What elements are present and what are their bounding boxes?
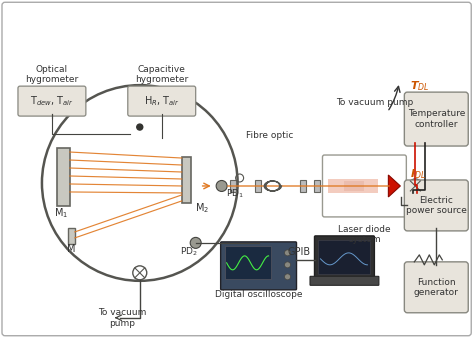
FancyBboxPatch shape [128,86,196,116]
Text: M: M [67,244,76,254]
Text: PD$_2$: PD$_2$ [180,246,198,258]
FancyBboxPatch shape [322,155,406,217]
FancyBboxPatch shape [310,276,379,285]
FancyBboxPatch shape [220,242,297,290]
Circle shape [284,274,291,280]
FancyBboxPatch shape [68,228,75,244]
FancyBboxPatch shape [255,180,261,192]
Text: Function
generator: Function generator [414,277,459,297]
Text: I$_{DL}$: I$_{DL}$ [410,167,427,181]
FancyBboxPatch shape [404,262,468,313]
Text: Capacitive
hygrometer: Capacitive hygrometer [135,65,188,84]
Text: To vacuum
pump: To vacuum pump [98,308,146,328]
Text: GPIB: GPIB [288,247,311,257]
FancyBboxPatch shape [328,179,378,193]
FancyBboxPatch shape [300,180,306,192]
Circle shape [284,250,291,256]
FancyBboxPatch shape [319,240,370,274]
Text: Fibre optic: Fibre optic [246,131,293,140]
Text: H$_R$, T$_{air}$: H$_R$, T$_{air}$ [144,94,180,108]
Text: M$_1$: M$_1$ [55,206,68,220]
Text: Temperature
controller: Temperature controller [408,110,465,129]
Text: Digital oscilloscope: Digital oscilloscope [215,290,302,299]
Polygon shape [388,175,401,197]
Circle shape [137,124,143,130]
Text: Laser diode
system: Laser diode system [338,225,391,244]
Text: Electric
power source: Electric power source [406,196,467,215]
FancyBboxPatch shape [314,180,320,192]
FancyBboxPatch shape [345,181,365,191]
FancyBboxPatch shape [18,86,86,116]
Circle shape [284,262,291,268]
Circle shape [190,237,201,248]
FancyBboxPatch shape [229,180,236,192]
Text: T$_{DL}$: T$_{DL}$ [410,79,430,93]
FancyBboxPatch shape [314,236,374,278]
Text: M$_2$: M$_2$ [195,201,209,215]
FancyBboxPatch shape [57,148,70,206]
FancyBboxPatch shape [225,246,271,279]
FancyBboxPatch shape [182,157,191,203]
Text: Optical
hygrometer: Optical hygrometer [25,65,79,84]
FancyBboxPatch shape [2,2,471,336]
Text: T$_{dew}$, T$_{air}$: T$_{dew}$, T$_{air}$ [30,94,74,108]
Text: PD$_1$: PD$_1$ [226,188,244,200]
Circle shape [216,180,227,191]
Text: To vacuum pump: To vacuum pump [336,98,413,107]
FancyBboxPatch shape [404,92,468,146]
FancyBboxPatch shape [404,180,468,231]
